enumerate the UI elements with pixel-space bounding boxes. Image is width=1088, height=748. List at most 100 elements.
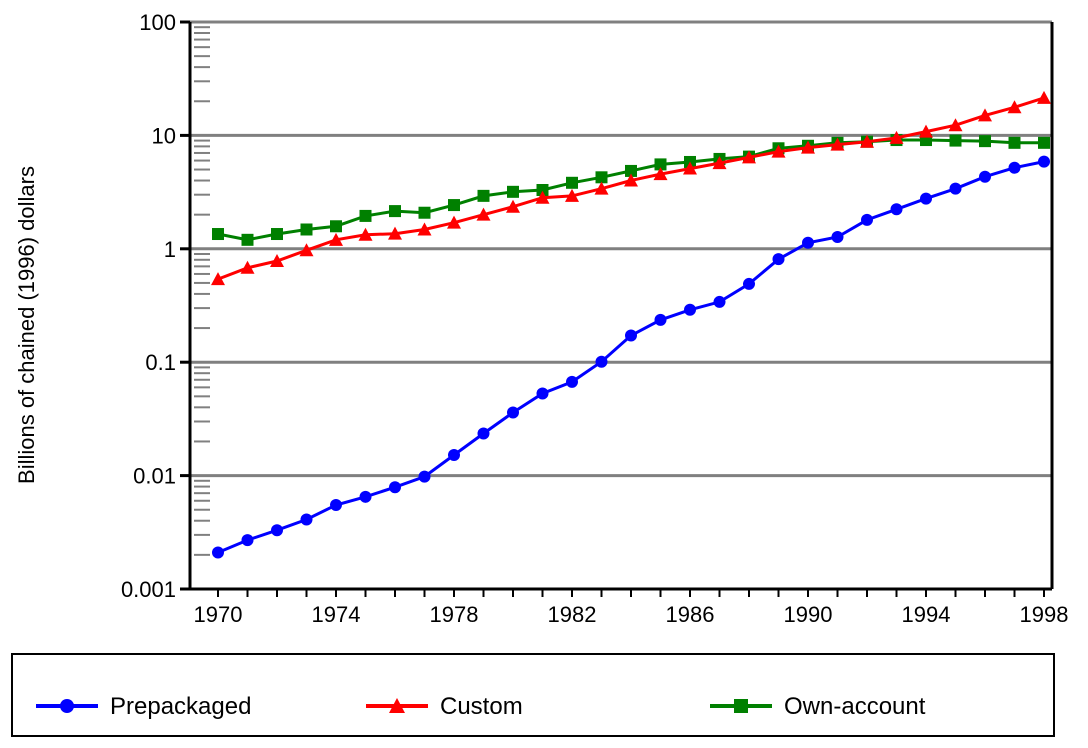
y-tick-label: 100 xyxy=(139,10,176,35)
data-point-custom xyxy=(742,150,756,164)
series-line-custom xyxy=(217,96,1045,281)
data-point-custom xyxy=(358,227,373,241)
data-point-prepackaged xyxy=(979,170,991,183)
x-tick-label: 1982 xyxy=(548,602,597,627)
x-tick-label: 1994 xyxy=(902,602,951,627)
data-point-own-account xyxy=(625,164,637,177)
data-point-own-account xyxy=(979,135,991,148)
data-point-prepackaged xyxy=(477,427,490,440)
data-point-prepackaged xyxy=(890,203,903,216)
data-point-custom xyxy=(476,207,491,221)
data-point-own-account xyxy=(418,206,431,219)
data-point-prepackaged xyxy=(418,470,431,483)
data-point-custom xyxy=(417,222,432,236)
data-point-custom xyxy=(919,124,933,138)
legend-label: Prepackaged xyxy=(110,693,251,720)
data-point-own-account xyxy=(241,233,254,246)
legend-marker-own-account xyxy=(734,699,748,713)
data-point-custom xyxy=(506,199,520,213)
data-point-prepackaged xyxy=(359,490,372,503)
data-point-custom xyxy=(889,130,904,144)
y-axis-title: Billions of chained (1996) dollars xyxy=(14,166,39,484)
legend-label: Own-account xyxy=(784,693,926,720)
data-point-own-account xyxy=(300,223,313,236)
data-point-custom xyxy=(329,232,343,246)
data-point-own-account xyxy=(477,189,490,202)
data-point-custom xyxy=(801,140,815,154)
series-line-prepackaged xyxy=(217,160,1045,554)
x-tick-label: 1986 xyxy=(666,602,715,627)
x-tick-label: 1978 xyxy=(430,602,479,627)
data-point-custom xyxy=(771,144,786,158)
data-point-custom xyxy=(535,190,550,204)
data-point-prepackaged xyxy=(713,295,726,308)
y-tick-label: 0.001 xyxy=(121,577,176,602)
data-point-prepackaged xyxy=(861,213,873,226)
data-point-prepackaged xyxy=(920,192,932,205)
data-point-custom xyxy=(830,137,845,151)
legend-item-own-account: Own-account xyxy=(710,693,926,720)
data-point-own-account xyxy=(536,184,549,197)
data-point-custom xyxy=(211,272,225,286)
legend-marker-custom xyxy=(389,698,405,713)
data-point-prepackaged xyxy=(625,329,637,342)
data-series xyxy=(211,90,1051,559)
series-own-account xyxy=(212,134,1050,246)
legend-item-custom: Custom xyxy=(366,693,523,720)
data-point-prepackaged xyxy=(300,513,313,526)
data-point-prepackaged xyxy=(1038,155,1050,168)
data-point-own-account xyxy=(389,205,401,218)
data-point-prepackaged xyxy=(271,524,283,537)
data-point-prepackaged xyxy=(389,481,401,494)
data-point-own-account xyxy=(507,185,519,198)
data-point-own-account xyxy=(359,209,372,222)
data-point-prepackaged xyxy=(507,406,519,419)
data-point-own-account xyxy=(1008,136,1021,149)
gridlines xyxy=(190,20,1052,478)
data-point-custom xyxy=(565,188,579,202)
data-point-own-account xyxy=(1038,136,1050,149)
data-point-custom xyxy=(948,118,963,132)
data-point-prepackaged xyxy=(566,375,578,388)
data-point-own-account xyxy=(949,134,962,147)
data-point-custom xyxy=(447,215,461,229)
data-point-prepackaged xyxy=(654,313,667,326)
legend-marker-prepackaged xyxy=(60,699,74,713)
data-point-custom xyxy=(624,173,638,187)
series-prepackaged xyxy=(212,155,1050,559)
data-point-prepackaged xyxy=(212,546,224,559)
data-point-custom xyxy=(1037,90,1051,104)
data-point-prepackaged xyxy=(772,253,785,266)
data-point-prepackaged xyxy=(684,303,696,316)
legend: Prepackaged Custom Own-account xyxy=(11,653,1055,737)
y-tick-label: 1 xyxy=(164,237,176,262)
data-point-own-account xyxy=(448,199,460,212)
legend-label: Custom xyxy=(440,693,523,720)
x-tick-label: 1974 xyxy=(312,602,361,627)
data-point-prepackaged xyxy=(949,182,962,195)
data-point-custom xyxy=(270,254,284,268)
data-point-custom xyxy=(388,226,402,240)
data-point-custom xyxy=(594,181,609,195)
y-tick-label: 0.1 xyxy=(145,350,176,375)
data-point-custom xyxy=(299,243,314,257)
data-point-custom xyxy=(683,161,697,175)
axes xyxy=(180,20,1054,597)
data-point-own-account xyxy=(212,228,224,241)
data-point-own-account xyxy=(566,176,578,189)
data-point-prepackaged xyxy=(330,499,342,512)
data-point-custom xyxy=(860,134,874,148)
data-point-custom xyxy=(978,108,992,122)
series-custom xyxy=(211,90,1051,286)
data-point-custom xyxy=(240,260,255,274)
data-point-own-account xyxy=(595,171,608,184)
legend-item-prepackaged: Prepackaged xyxy=(36,693,251,720)
y-minor-ticks xyxy=(194,26,210,556)
data-point-own-account xyxy=(654,158,667,171)
x-tick-label: 1970 xyxy=(194,602,243,627)
y-tick-labels: 0.001 0.01 0.1 1 10 100 xyxy=(121,10,176,602)
x-tick-labels: 1970 1974 1978 1982 1986 1990 1994 1998 xyxy=(194,602,1069,627)
y-tick-label: 0.01 xyxy=(133,464,176,489)
y-tick-label: 10 xyxy=(152,123,176,148)
